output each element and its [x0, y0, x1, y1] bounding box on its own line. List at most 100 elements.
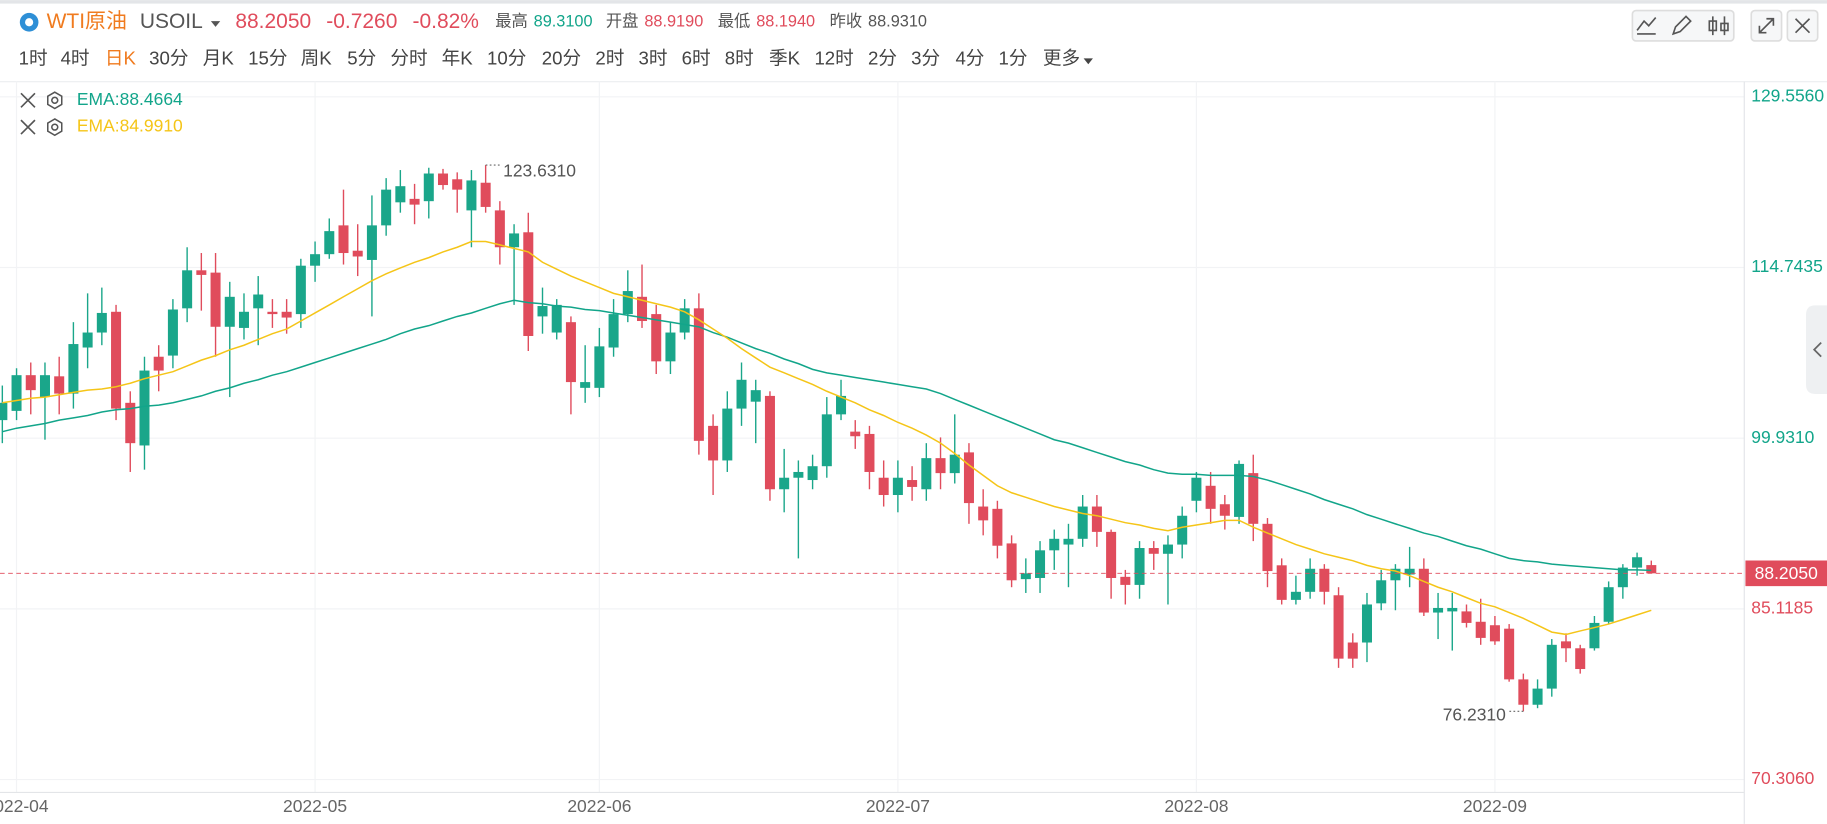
- candle-body: [338, 225, 349, 254]
- more-caret[interactable]: [1083, 58, 1093, 65]
- candle-body: [864, 433, 875, 472]
- tool-draw[interactable]: [1671, 15, 1692, 36]
- legend-label: EMA:88.4664: [77, 89, 183, 109]
- candle-body: [96, 312, 107, 333]
- timeframe-option[interactable]: 3时: [639, 47, 668, 68]
- candle-body: [935, 458, 946, 474]
- timeframe-option[interactable]: 分时: [390, 47, 427, 68]
- candle-body: [224, 296, 235, 327]
- legend-remove[interactable]: [20, 92, 36, 108]
- legend-remove[interactable]: [20, 119, 36, 135]
- candle-body: [708, 425, 719, 461]
- y-tick-label: 70.3060: [1751, 768, 1814, 788]
- x-tick-label: 2022-07: [866, 796, 930, 816]
- candle-body: [452, 179, 463, 190]
- timeframe-option[interactable]: 6时: [682, 47, 711, 68]
- timeframe-option[interactable]: 4时: [61, 47, 90, 68]
- candle-body: [1603, 587, 1614, 622]
- candle-body: [1305, 568, 1316, 592]
- stat-label: 最高: [495, 13, 528, 31]
- candle-body: [352, 250, 363, 257]
- candle-body: [622, 291, 633, 315]
- candle-body: [594, 346, 605, 388]
- candle-body: [1091, 506, 1102, 532]
- x-tick-label: 2022-08: [1164, 796, 1228, 816]
- symbol-name[interactable]: WTI原油: [47, 10, 127, 33]
- candle-body: [1006, 543, 1017, 581]
- candle-body: [750, 390, 761, 402]
- timeframe-option[interactable]: 周K: [301, 47, 333, 68]
- candle-body: [125, 402, 136, 444]
- more-button[interactable]: 更多: [1043, 47, 1080, 68]
- timeframe-option[interactable]: 日K: [105, 47, 137, 68]
- timeframe-option[interactable]: 1分: [999, 47, 1028, 68]
- candle-body: [423, 173, 434, 202]
- candle-body: [722, 408, 733, 461]
- candle-body: [182, 270, 193, 309]
- timeframe-option[interactable]: 20分: [542, 47, 581, 68]
- toolbar: [1631, 9, 1819, 42]
- timeframe-option[interactable]: 4分: [955, 47, 984, 68]
- candle-body: [1532, 688, 1543, 705]
- timeframe-option[interactable]: 12时: [814, 47, 853, 68]
- timeframe-option[interactable]: 1时: [19, 47, 48, 68]
- timeframe-option[interactable]: 2时: [595, 47, 624, 68]
- candle-body: [139, 370, 150, 446]
- timeframe-option[interactable]: 30分: [149, 47, 188, 68]
- candle-body: [11, 375, 22, 411]
- candle-body: [39, 375, 50, 398]
- candle-body: [1461, 611, 1472, 623]
- side-panel-arrow: [1812, 342, 1822, 358]
- legend-settings[interactable]: [47, 91, 63, 110]
- candle-body: [1475, 621, 1486, 638]
- timeframe-option[interactable]: 8时: [725, 47, 754, 68]
- tool-line[interactable]: [1636, 17, 1657, 35]
- candle-body: [111, 311, 122, 409]
- stat-value: 89.3100: [534, 13, 593, 31]
- ema-line: [2, 240, 1652, 636]
- timeframe-option[interactable]: 季K: [769, 47, 801, 68]
- candle-body: [1589, 622, 1600, 649]
- symbol-dropdown[interactable]: [210, 21, 221, 27]
- tool-group: [1631, 9, 1735, 42]
- symbol-code[interactable]: USOIL: [140, 10, 203, 33]
- candle-body: [779, 477, 790, 490]
- timeframe-option[interactable]: 3分: [911, 47, 940, 68]
- timeframe-option[interactable]: 15分: [248, 47, 287, 68]
- candle-body: [793, 471, 804, 478]
- candle-body: [167, 309, 178, 356]
- timeframe-option[interactable]: 年K: [442, 47, 474, 68]
- candle-body: [1134, 548, 1145, 585]
- candle-body: [1234, 463, 1245, 517]
- candle-body: [1319, 568, 1330, 592]
- ema-line: [2, 299, 1652, 572]
- candle-body: [821, 414, 832, 467]
- timeframe-option[interactable]: 月K: [203, 47, 235, 68]
- candle-body: [1376, 580, 1387, 604]
- candle-body: [1148, 548, 1159, 554]
- extreme-label: 76.2310: [1443, 705, 1506, 725]
- candle-body: [1632, 557, 1643, 568]
- last-price-tag: [1745, 560, 1827, 587]
- x-tick-label: 2022-04: [0, 796, 49, 816]
- tool-candle[interactable]: [1708, 16, 1729, 36]
- candle-body: [992, 508, 1003, 546]
- side-panel-tab[interactable]: [1806, 305, 1827, 394]
- candle-body: [295, 265, 306, 315]
- candle-body: [1617, 567, 1628, 588]
- legend-settings[interactable]: [47, 118, 63, 137]
- stat-label: 昨收: [830, 13, 863, 31]
- candle-body: [1020, 573, 1031, 580]
- plot: 70.3060 85.1185 99.9310 114.7435 129.5560 202…: [0, 81, 1824, 816]
- candle-body: [565, 322, 576, 383]
- candle-body: [395, 186, 406, 203]
- timeframe-option[interactable]: 2分: [868, 47, 897, 68]
- candle-body: [1390, 568, 1401, 581]
- timeframe-option[interactable]: 5分: [347, 47, 376, 68]
- candle-body: [651, 314, 662, 362]
- timeframe-option[interactable]: 10分: [487, 47, 526, 68]
- candle-body: [1035, 550, 1046, 578]
- candle-body: [1361, 604, 1372, 643]
- candle-body: [1560, 641, 1572, 649]
